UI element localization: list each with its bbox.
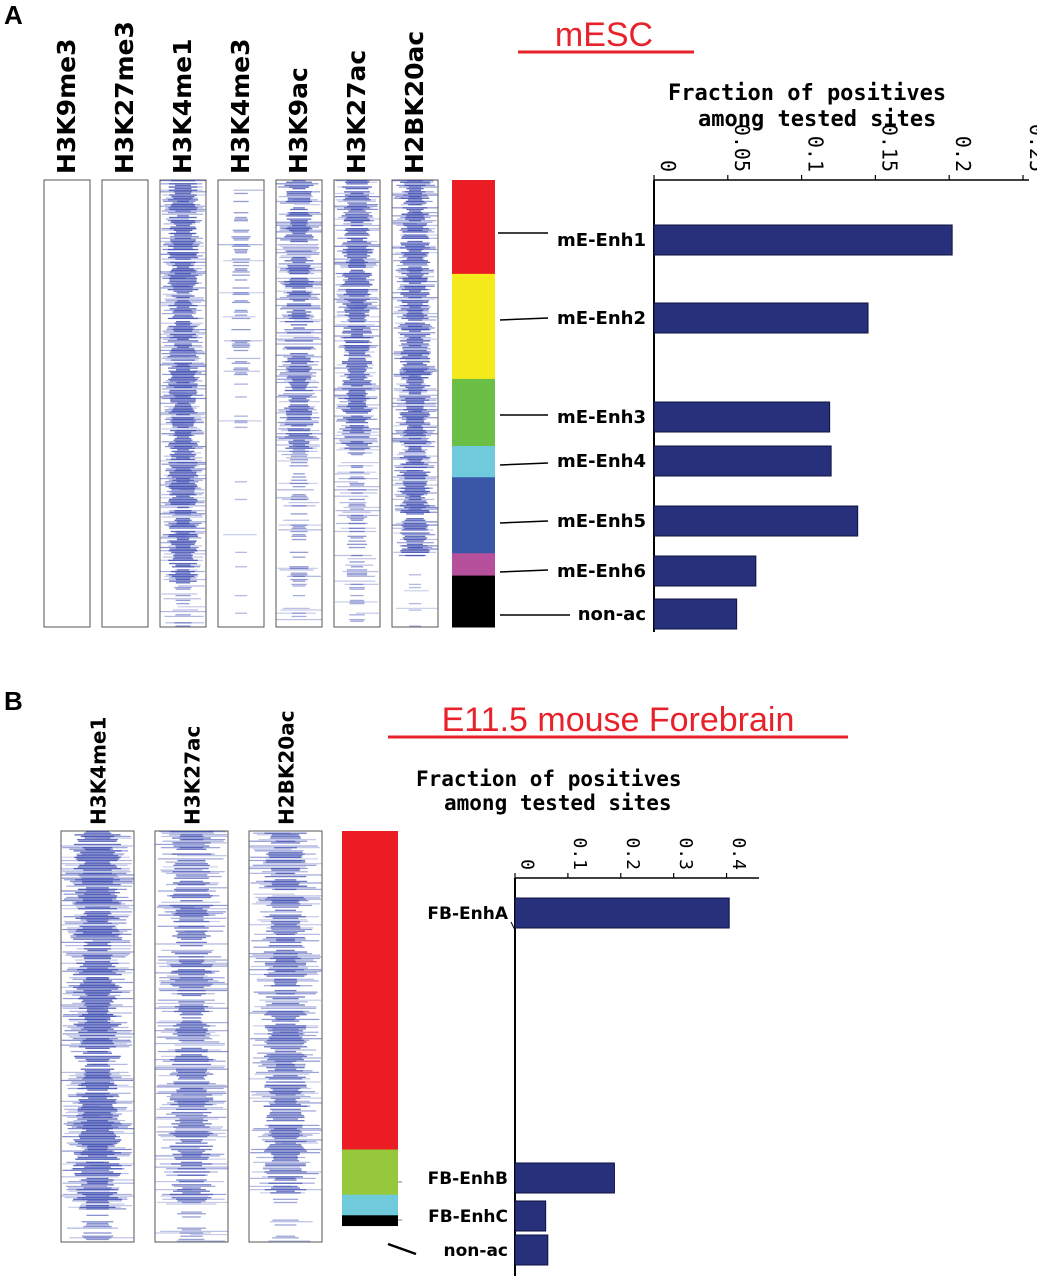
panel-b-bar-non-ac	[514, 1234, 549, 1266]
panel-a-bar-me-enh3	[653, 401, 831, 433]
heatmap-b-h3k4me1: H3K4me1	[60, 717, 135, 1243]
panel-b-title: E11.5 mouse Forebrain	[442, 701, 795, 739]
heatmap-a-h3k4me1-label: H3K4me1	[168, 39, 197, 175]
panel-a-category-me-enh6: mE-Enh6	[557, 561, 646, 582]
panel-b-cluster-4	[342, 1215, 398, 1227]
heatmap-a-h3k9ac-texture	[276, 180, 322, 621]
panel-a-tick-label-1: 0.05	[730, 124, 754, 172]
heatmap-a-h2bk20ac: H2BK20ac	[391, 31, 439, 628]
panel-a-category-me-enh3: mE-Enh3	[557, 407, 646, 428]
panel-b-axis-title-line-1: Fraction of positives	[416, 767, 682, 791]
heatmap-a-h3k4me1: H3K4me1	[159, 39, 207, 628]
heatmap-a-h3k4me1-texture	[160, 180, 206, 627]
panel-b-cluster-2	[342, 1149, 398, 1196]
panel-a-leader-me-enh2	[499, 317, 549, 321]
panel-b-cluster-1	[342, 831, 398, 1151]
panel-a-category-non-ac: non-ac	[578, 604, 646, 625]
panel-a-category-me-enh1: mE-Enh1	[557, 230, 646, 251]
heatmap-a-h3k9ac-frame	[275, 179, 323, 628]
heatmap-a-h3k27ac-label: H3K27ac	[342, 50, 371, 174]
heatmap-a-h2bk20ac-label: H2BK20ac	[400, 31, 429, 174]
panel-b-cluster-3	[342, 1194, 398, 1216]
heatmap-a-h3k4me3: H3K4me3	[217, 39, 265, 628]
panel-a-tick-label-2: 0.1	[804, 136, 828, 172]
panel-b-tick-label-1: 0.1	[569, 837, 590, 870]
panel-a-heatmaps: H3K9me3 H3K27me3 H3K4me1 H3K4me3 H3K9ac H3K27…	[43, 21, 439, 628]
panel-a-axis-title-line-1: Fraction of positives	[668, 81, 946, 106]
panel-a-bar-non-ac	[653, 598, 738, 630]
panel-b-category-fb-enha: FB-EnhA	[427, 904, 508, 924]
panel-b-tick-label-3: 0.3	[675, 837, 696, 870]
heatmap-a-h3k27ac: H3K27ac	[333, 50, 381, 628]
heatmap-b-h2bk20ac-texture	[249, 832, 322, 1242]
panel-b-tick-label-0: 0	[516, 859, 537, 870]
heatmap-a-h3k9me3: H3K9me3	[43, 39, 91, 628]
panel-a-axis-title-line-2: among tested sites	[698, 107, 936, 132]
heatmap-a-h3k4me3-label: H3K4me3	[226, 39, 255, 175]
panel-a-letter: A	[4, 0, 23, 30]
heatmap-a-h3k27me3-label: H3K27me3	[110, 21, 139, 174]
panel-a-leader-me-enh6	[499, 569, 549, 573]
panel-a-cluster-2	[452, 273, 495, 380]
panel-b-leader-non-ac	[387, 1242, 417, 1256]
heatmap-a-h3k9ac: H3K9ac	[275, 67, 323, 628]
panel-b-category-non-ac: non-ac	[444, 1241, 509, 1261]
panel-a-bar-me-enh5	[653, 505, 859, 537]
panel-a-tick-label-5: 0.25	[1025, 124, 1037, 172]
panel-a-tick-label-3: 0.15	[877, 124, 901, 172]
panel-a-cluster-6	[452, 553, 495, 577]
heatmap-b-h3k4me1-label: H3K4me1	[87, 717, 111, 825]
panel-b-leader-fb-enha	[510, 921, 516, 931]
panel-a-cluster-3	[452, 378, 495, 447]
panel-a-leader-me-enh5	[499, 520, 549, 524]
panel-a-cluster-bar	[452, 180, 495, 628]
panel-a-tick-label-0: 0	[656, 160, 680, 172]
heatmap-b-h2bk20ac-label: H2BK20ac	[275, 710, 299, 825]
heatmap-a-h3k9ac-label: H3K9ac	[284, 67, 313, 174]
panel-a-leader-me-enh4	[499, 462, 549, 466]
panel-a-tick-label-4: 0.2	[951, 136, 975, 172]
panel-a-bar-me-enh1	[653, 224, 953, 256]
panel-b-category-fb-enhb: FB-EnhB	[428, 1169, 508, 1189]
panel-b-letter: B	[4, 686, 23, 716]
panel-a-category-me-enh5: mE-Enh5	[557, 511, 646, 532]
panel-a-bar-me-enh2	[653, 302, 869, 334]
panel-a-category-me-enh2: mE-Enh2	[557, 308, 646, 329]
panel-b-heatmaps: H3K4me1 H3K27ac H2BK20ac	[60, 710, 323, 1243]
heatmap-a-h3k27me3: H3K27me3	[101, 21, 149, 628]
panel-a-title-group: mESC	[518, 16, 694, 54]
panel-b-bar-fb-enhb	[514, 1162, 615, 1194]
heatmap-b-h2bk20ac: H2BK20ac	[248, 710, 323, 1243]
heatmap-b-h3k27ac-texture	[155, 831, 228, 1242]
panel-b-bar-fb-enhc	[514, 1200, 547, 1232]
panel-a-cluster-1	[452, 180, 495, 275]
heatmap-a-h3k27me3-frame	[101, 179, 149, 628]
heatmap-a-h2bk20ac-texture	[392, 180, 438, 627]
panel-a-bar-me-enh4	[653, 445, 832, 477]
panel-b-tick-label-2: 0.2	[622, 837, 643, 870]
panel-b-tick-label-4: 0.4	[728, 837, 749, 870]
panel-a-cluster-5	[452, 477, 495, 554]
heatmap-a-h3k9me3-label: H3K9me3	[52, 39, 81, 175]
panel-a-title: mESC	[555, 16, 653, 54]
panel-a-cluster-4	[452, 445, 495, 478]
panel-a-cluster-7	[452, 575, 495, 628]
heatmap-a-h3k4me3-texture	[218, 189, 264, 614]
panel-b-cluster-bar	[342, 831, 398, 1227]
heatmap-b-h3k27ac-label: H3K27ac	[181, 726, 205, 825]
panel-b-bar-fb-enha	[514, 897, 730, 929]
heatmap-a-h3k27ac-texture	[334, 180, 380, 622]
heatmap-a-h3k4me3-frame	[217, 179, 265, 628]
heatmap-b-h3k27ac: H3K27ac	[154, 726, 229, 1243]
panel-b-category-fb-enhc: FB-EnhC	[428, 1207, 508, 1227]
heatmap-a-h3k9me3-frame	[43, 179, 91, 628]
panel-a-category-me-enh4: mE-Enh4	[557, 451, 646, 472]
heatmap-b-h3k4me1-texture	[61, 831, 134, 1241]
panel-a-bar-me-enh6	[653, 555, 757, 587]
panel-b-axis-title-line-2: among tested sites	[444, 791, 672, 815]
panel-b-title-group: E11.5 mouse Forebrain	[388, 701, 848, 739]
